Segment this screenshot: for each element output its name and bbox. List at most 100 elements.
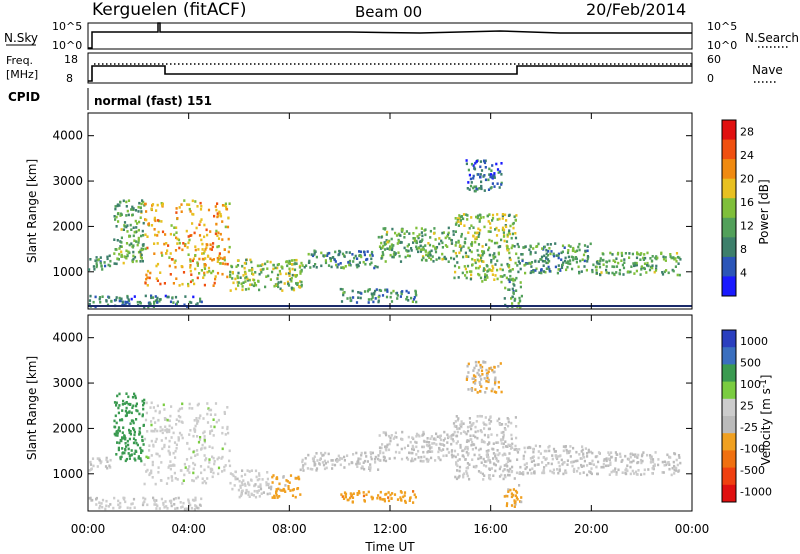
echo-cell-velocity-1 bbox=[127, 452, 130, 455]
echo-cell-power-6 bbox=[464, 274, 467, 277]
echo-cell-velocity-2 bbox=[190, 456, 193, 460]
echo-cell-power-5 bbox=[446, 233, 450, 237]
echo-cell-power-2 bbox=[216, 215, 219, 219]
echo-cell-power-4 bbox=[305, 264, 308, 267]
echo-cell-power-6 bbox=[460, 215, 463, 218]
echo-cell-power-9 bbox=[644, 256, 647, 260]
echo-cell-velocity-3 bbox=[244, 491, 247, 495]
echo-cell-power-5 bbox=[393, 251, 396, 254]
echo-cell-power-6 bbox=[494, 255, 497, 259]
echo-cell-power-6 bbox=[457, 217, 460, 220]
echo-cell-velocity-1 bbox=[124, 409, 127, 413]
echo-cell-velocity-8 bbox=[514, 494, 517, 497]
echo-cell-velocity-8 bbox=[503, 495, 506, 498]
echo-cell-power-5 bbox=[425, 259, 428, 262]
echo-cell-velocity-4 bbox=[275, 493, 278, 497]
echo-cell-velocity-5 bbox=[304, 457, 307, 460]
colorbar-frame bbox=[721, 119, 737, 297]
echo-cell-power-6 bbox=[502, 235, 506, 238]
echo-cell-velocity-11 bbox=[343, 491, 347, 494]
echo-cell-velocity-10 bbox=[603, 458, 606, 461]
echo-cell-power-2 bbox=[205, 243, 208, 246]
echo-cell-velocity-5 bbox=[377, 468, 380, 471]
echo-cell-power-6 bbox=[481, 253, 484, 257]
echo-cell-velocity-11 bbox=[349, 492, 352, 495]
echo-cell-velocity-10 bbox=[653, 463, 656, 466]
echo-cell-power-4 bbox=[342, 266, 345, 269]
echo-cell-power-9 bbox=[609, 251, 612, 255]
echo-cell-velocity-13 bbox=[482, 361, 485, 364]
echo-cell-power-3 bbox=[261, 268, 264, 271]
echo-cell-velocity-1 bbox=[141, 399, 144, 403]
echo-cell-power-3 bbox=[288, 270, 291, 273]
echo-cell-power-3 bbox=[266, 260, 269, 263]
echo-cell-velocity-12 bbox=[173, 503, 176, 506]
echo-cell-power-3 bbox=[234, 277, 237, 281]
echo-cell-velocity-2 bbox=[209, 425, 213, 428]
echo-cell-power-10 bbox=[346, 297, 349, 300]
echo-cell-velocity-7 bbox=[509, 459, 512, 463]
echo-cell-velocity-12 bbox=[196, 506, 199, 510]
echo-cell-velocity-6 bbox=[398, 451, 401, 454]
echo-cell-power-12 bbox=[469, 184, 473, 188]
echo-cell-velocity-6 bbox=[419, 459, 422, 463]
echo-cell-power-6 bbox=[490, 259, 493, 262]
echo-cell-velocity-3 bbox=[248, 470, 251, 473]
echo-cell-velocity-2 bbox=[181, 402, 184, 406]
echo-cell-power-7 bbox=[518, 296, 521, 300]
echo-cell-power-5 bbox=[422, 256, 425, 260]
echo-cell-power-2 bbox=[169, 252, 172, 255]
echo-cell-power-0 bbox=[101, 268, 104, 271]
echo-cell-velocity-0 bbox=[88, 469, 91, 472]
echo-cell-power-3 bbox=[236, 264, 240, 267]
echo-cell-velocity-11 bbox=[362, 494, 366, 498]
echo-cell-velocity-5 bbox=[309, 467, 312, 471]
echo-cell-power-8 bbox=[532, 247, 535, 250]
echo-cell-velocity-2 bbox=[206, 477, 209, 480]
echo-cell-velocity-1 bbox=[133, 452, 136, 455]
echo-cell-velocity-1 bbox=[133, 392, 136, 396]
echo-cell-power-11 bbox=[101, 295, 104, 298]
echo-cell-velocity-7 bbox=[506, 445, 509, 448]
echo-cell-velocity-3 bbox=[260, 492, 263, 495]
echo-cell-power-2 bbox=[145, 273, 148, 277]
echo-cell-velocity-4 bbox=[269, 487, 273, 491]
echo-cell-power-12 bbox=[469, 177, 472, 181]
echo-cell-velocity-2 bbox=[215, 420, 218, 424]
echo-cell-velocity-5 bbox=[321, 454, 324, 457]
echo-cell-velocity-7 bbox=[510, 433, 513, 437]
echo-cell-velocity-2 bbox=[214, 402, 218, 405]
echo-cell-velocity-2 bbox=[192, 467, 195, 471]
echo-cell-velocity-1 bbox=[117, 428, 120, 432]
echo-cell-power-12 bbox=[483, 159, 486, 163]
echo-cell-power-3 bbox=[277, 281, 280, 284]
echo-cell-power-5 bbox=[450, 242, 454, 245]
echo-cell-power-5 bbox=[441, 241, 444, 245]
echo-cell-power-8 bbox=[542, 270, 546, 273]
echo-cell-velocity-6 bbox=[415, 432, 419, 436]
echo-cell-velocity-7 bbox=[510, 443, 513, 447]
echo-cell-power-3 bbox=[287, 272, 291, 275]
echo-cell-velocity-10 bbox=[634, 470, 638, 474]
echo-cell-velocity-2 bbox=[206, 412, 209, 416]
echo-cell-power-4 bbox=[313, 251, 316, 255]
echo-cell-power-8 bbox=[529, 244, 532, 248]
echo-cell-velocity-5 bbox=[363, 459, 367, 463]
echo-cell-power-8 bbox=[517, 245, 520, 249]
echo-cell-power-1 bbox=[137, 250, 141, 254]
echo-cell-velocity-1 bbox=[125, 411, 129, 415]
echo-cell-power-8 bbox=[557, 264, 560, 267]
echo-cell-power-2 bbox=[201, 248, 204, 251]
echo-cell-velocity-4 bbox=[294, 495, 297, 499]
echo-cell-velocity-5 bbox=[315, 452, 318, 455]
echo-cell-velocity-6 bbox=[446, 433, 449, 437]
echo-cell-power-7 bbox=[514, 297, 517, 301]
echo-cell-velocity-9 bbox=[515, 471, 519, 475]
echo-cell-velocity-10 bbox=[617, 468, 620, 472]
echo-cell-power-7 bbox=[511, 295, 514, 299]
echo-cell-velocity-7 bbox=[492, 474, 495, 477]
echo-cell-velocity-12 bbox=[180, 506, 183, 509]
echo-cell-power-3 bbox=[279, 287, 282, 291]
echo-cell-velocity-6 bbox=[394, 450, 398, 454]
echo-cell-power-12 bbox=[465, 162, 468, 166]
